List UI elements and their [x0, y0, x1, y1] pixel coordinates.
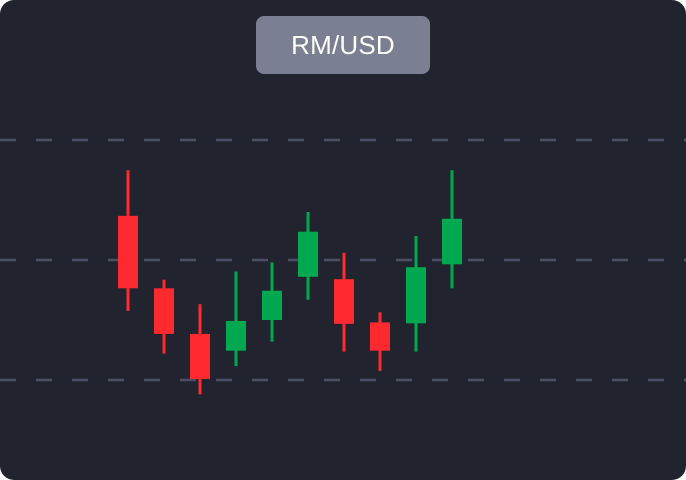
- candle: [406, 236, 426, 352]
- candle-body-bullish: [262, 290, 282, 320]
- candle-body-bearish: [334, 279, 354, 324]
- gridlines: [0, 138, 686, 382]
- currency-pair-badge: RM/USD: [256, 16, 430, 74]
- candle-body-bullish: [406, 267, 426, 324]
- candle-body-bearish: [370, 322, 390, 351]
- candle: [190, 304, 210, 395]
- candle-body-bullish: [226, 320, 246, 351]
- candle-body-bearish: [154, 288, 174, 334]
- candle-body-bearish: [190, 333, 210, 380]
- candle: [154, 279, 174, 354]
- candle: [298, 212, 318, 300]
- candle: [370, 312, 390, 371]
- candle: [442, 170, 462, 289]
- candle-wick: [234, 271, 238, 367]
- currency-pair-label: RM/USD: [291, 29, 395, 60]
- candle: [118, 170, 138, 311]
- candles: [118, 170, 462, 395]
- candle-body-bearish: [118, 215, 138, 289]
- candle-body-bullish: [298, 231, 318, 277]
- candle: [226, 271, 246, 367]
- candle-body-bullish: [442, 218, 462, 265]
- candle: [262, 262, 282, 342]
- candle: [334, 252, 354, 352]
